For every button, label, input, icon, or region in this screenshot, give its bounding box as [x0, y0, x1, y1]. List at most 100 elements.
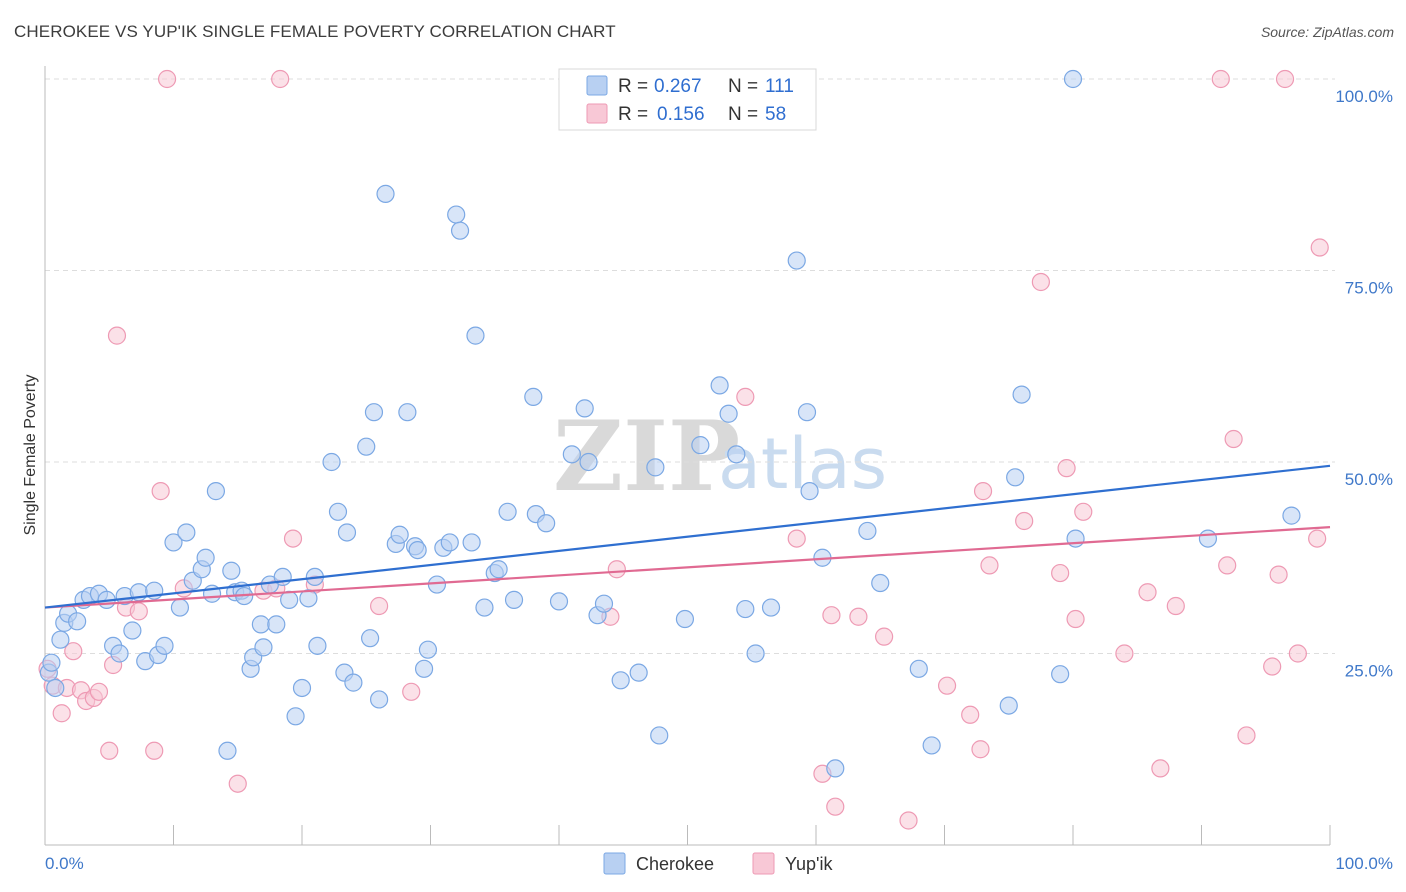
cherokee-point [280, 590, 299, 609]
cherokee-point [123, 621, 142, 640]
y-tick-label: 25.0% [1345, 662, 1393, 681]
bottom-legend: Cherokee Yup'ik [603, 852, 833, 875]
cherokee-point [871, 573, 890, 593]
legend-swatch-cherokee [586, 75, 608, 96]
chart-title: CHEROKEE VS YUP'IK SINGLE FEMALE POVERTY… [14, 22, 616, 41]
yupik-point [271, 69, 290, 89]
cherokee-point [537, 514, 556, 533]
tick-labels: 25.0% 50.0% 75.0% 100.0% 0.0% 100.0% [45, 87, 1393, 873]
cherokee-point [611, 671, 630, 690]
cherokee-point [251, 615, 270, 634]
cherokee-point [999, 696, 1018, 715]
cherokee-point [549, 592, 569, 611]
cherokee-point [719, 404, 738, 423]
bottom-legend-cherokee: Cherokee [636, 854, 714, 874]
x-tick-label: 0.0% [45, 854, 84, 873]
cherokee-trend-line [44, 464, 1331, 609]
x-tick-label: 100.0% [1335, 854, 1393, 873]
cherokee-point [206, 482, 226, 501]
cherokee-point [826, 759, 845, 778]
cherokee-point [675, 609, 695, 629]
yupik-point [1051, 563, 1070, 583]
yupik-point [1031, 272, 1050, 292]
yupik-point [1288, 644, 1307, 663]
cherokee-point [524, 387, 543, 406]
yupik-point [826, 797, 845, 816]
yupik-point [1275, 69, 1295, 89]
yupik-point [100, 741, 119, 760]
yupik-point [937, 676, 957, 695]
cherokee-point [504, 590, 524, 609]
legend-n-label-cherokee: N = [728, 76, 758, 97]
cherokee-point [447, 205, 466, 224]
cherokee-point [254, 638, 273, 657]
cherokee-point [299, 589, 318, 608]
yupik-point [1115, 644, 1134, 663]
yupik-point [64, 642, 83, 661]
cherokee-point [579, 452, 598, 472]
yupik-point [736, 387, 755, 406]
trend-lines [44, 464, 1331, 609]
cherokee-point [42, 653, 61, 672]
cherokee-point [1012, 385, 1031, 404]
cherokee-point [218, 741, 237, 760]
cherokee-point [376, 184, 395, 203]
cherokee-point [746, 644, 765, 663]
yupik-point [961, 705, 980, 724]
cherokee-point [727, 445, 746, 464]
cherokee-point [475, 598, 494, 617]
yupik-point [1057, 459, 1076, 478]
cherokee-point [286, 707, 305, 726]
cherokee-point [414, 659, 434, 678]
cherokee-point [710, 376, 729, 395]
yupik-point [1151, 759, 1170, 778]
cherokee-point [398, 403, 417, 422]
cherokee-point [196, 548, 215, 567]
cherokee-point [909, 659, 928, 678]
yupik-point [973, 482, 993, 501]
cherokee-points [39, 69, 1301, 778]
cherokee-point [364, 403, 384, 422]
cherokee-point [489, 560, 508, 579]
cherokee-point [418, 640, 438, 659]
yupik-point [787, 529, 806, 548]
cherokee-point [1051, 665, 1070, 684]
yupik-point [971, 740, 990, 759]
yupik-point [1015, 511, 1034, 531]
cherokee-point [292, 678, 312, 698]
cherokee-point [646, 458, 665, 477]
cherokee-point [357, 437, 376, 456]
yupik-point [1218, 556, 1237, 575]
yupik-point [157, 69, 177, 89]
yupik-point [875, 627, 894, 646]
yupik-point [1166, 596, 1185, 616]
cherokee-point [170, 598, 190, 617]
yupik-point [89, 682, 109, 701]
cherokee-point [800, 482, 819, 501]
cherokee-point [46, 678, 65, 698]
cherokee-point [267, 615, 286, 634]
cherokee-point [1006, 468, 1025, 487]
cherokee-point [462, 533, 481, 552]
cherokee-point [562, 445, 581, 464]
yupik-point [849, 607, 868, 626]
yupik-point [1263, 657, 1282, 676]
yupik-point [899, 811, 918, 830]
cherokee-point [110, 644, 129, 663]
yupik-point [145, 741, 164, 760]
legend-r-yupik: 0.156 [657, 104, 705, 125]
cherokee-point [761, 598, 781, 617]
legend-n-yupik: 58 [765, 104, 786, 125]
bottom-legend-yupik: Yup'ik [785, 854, 833, 874]
cherokee-point [222, 561, 241, 580]
y-tick-label: 50.0% [1345, 470, 1393, 489]
cherokee-point [1066, 529, 1085, 548]
yupik-point [1237, 726, 1256, 745]
cherokee-point [466, 326, 485, 345]
watermark: ZIP atlas [553, 400, 887, 513]
cherokee-point [390, 525, 409, 544]
yupik-point [283, 529, 303, 548]
yupik-point [107, 326, 127, 345]
yupik-point [1310, 238, 1329, 257]
cherokee-point [787, 251, 806, 270]
